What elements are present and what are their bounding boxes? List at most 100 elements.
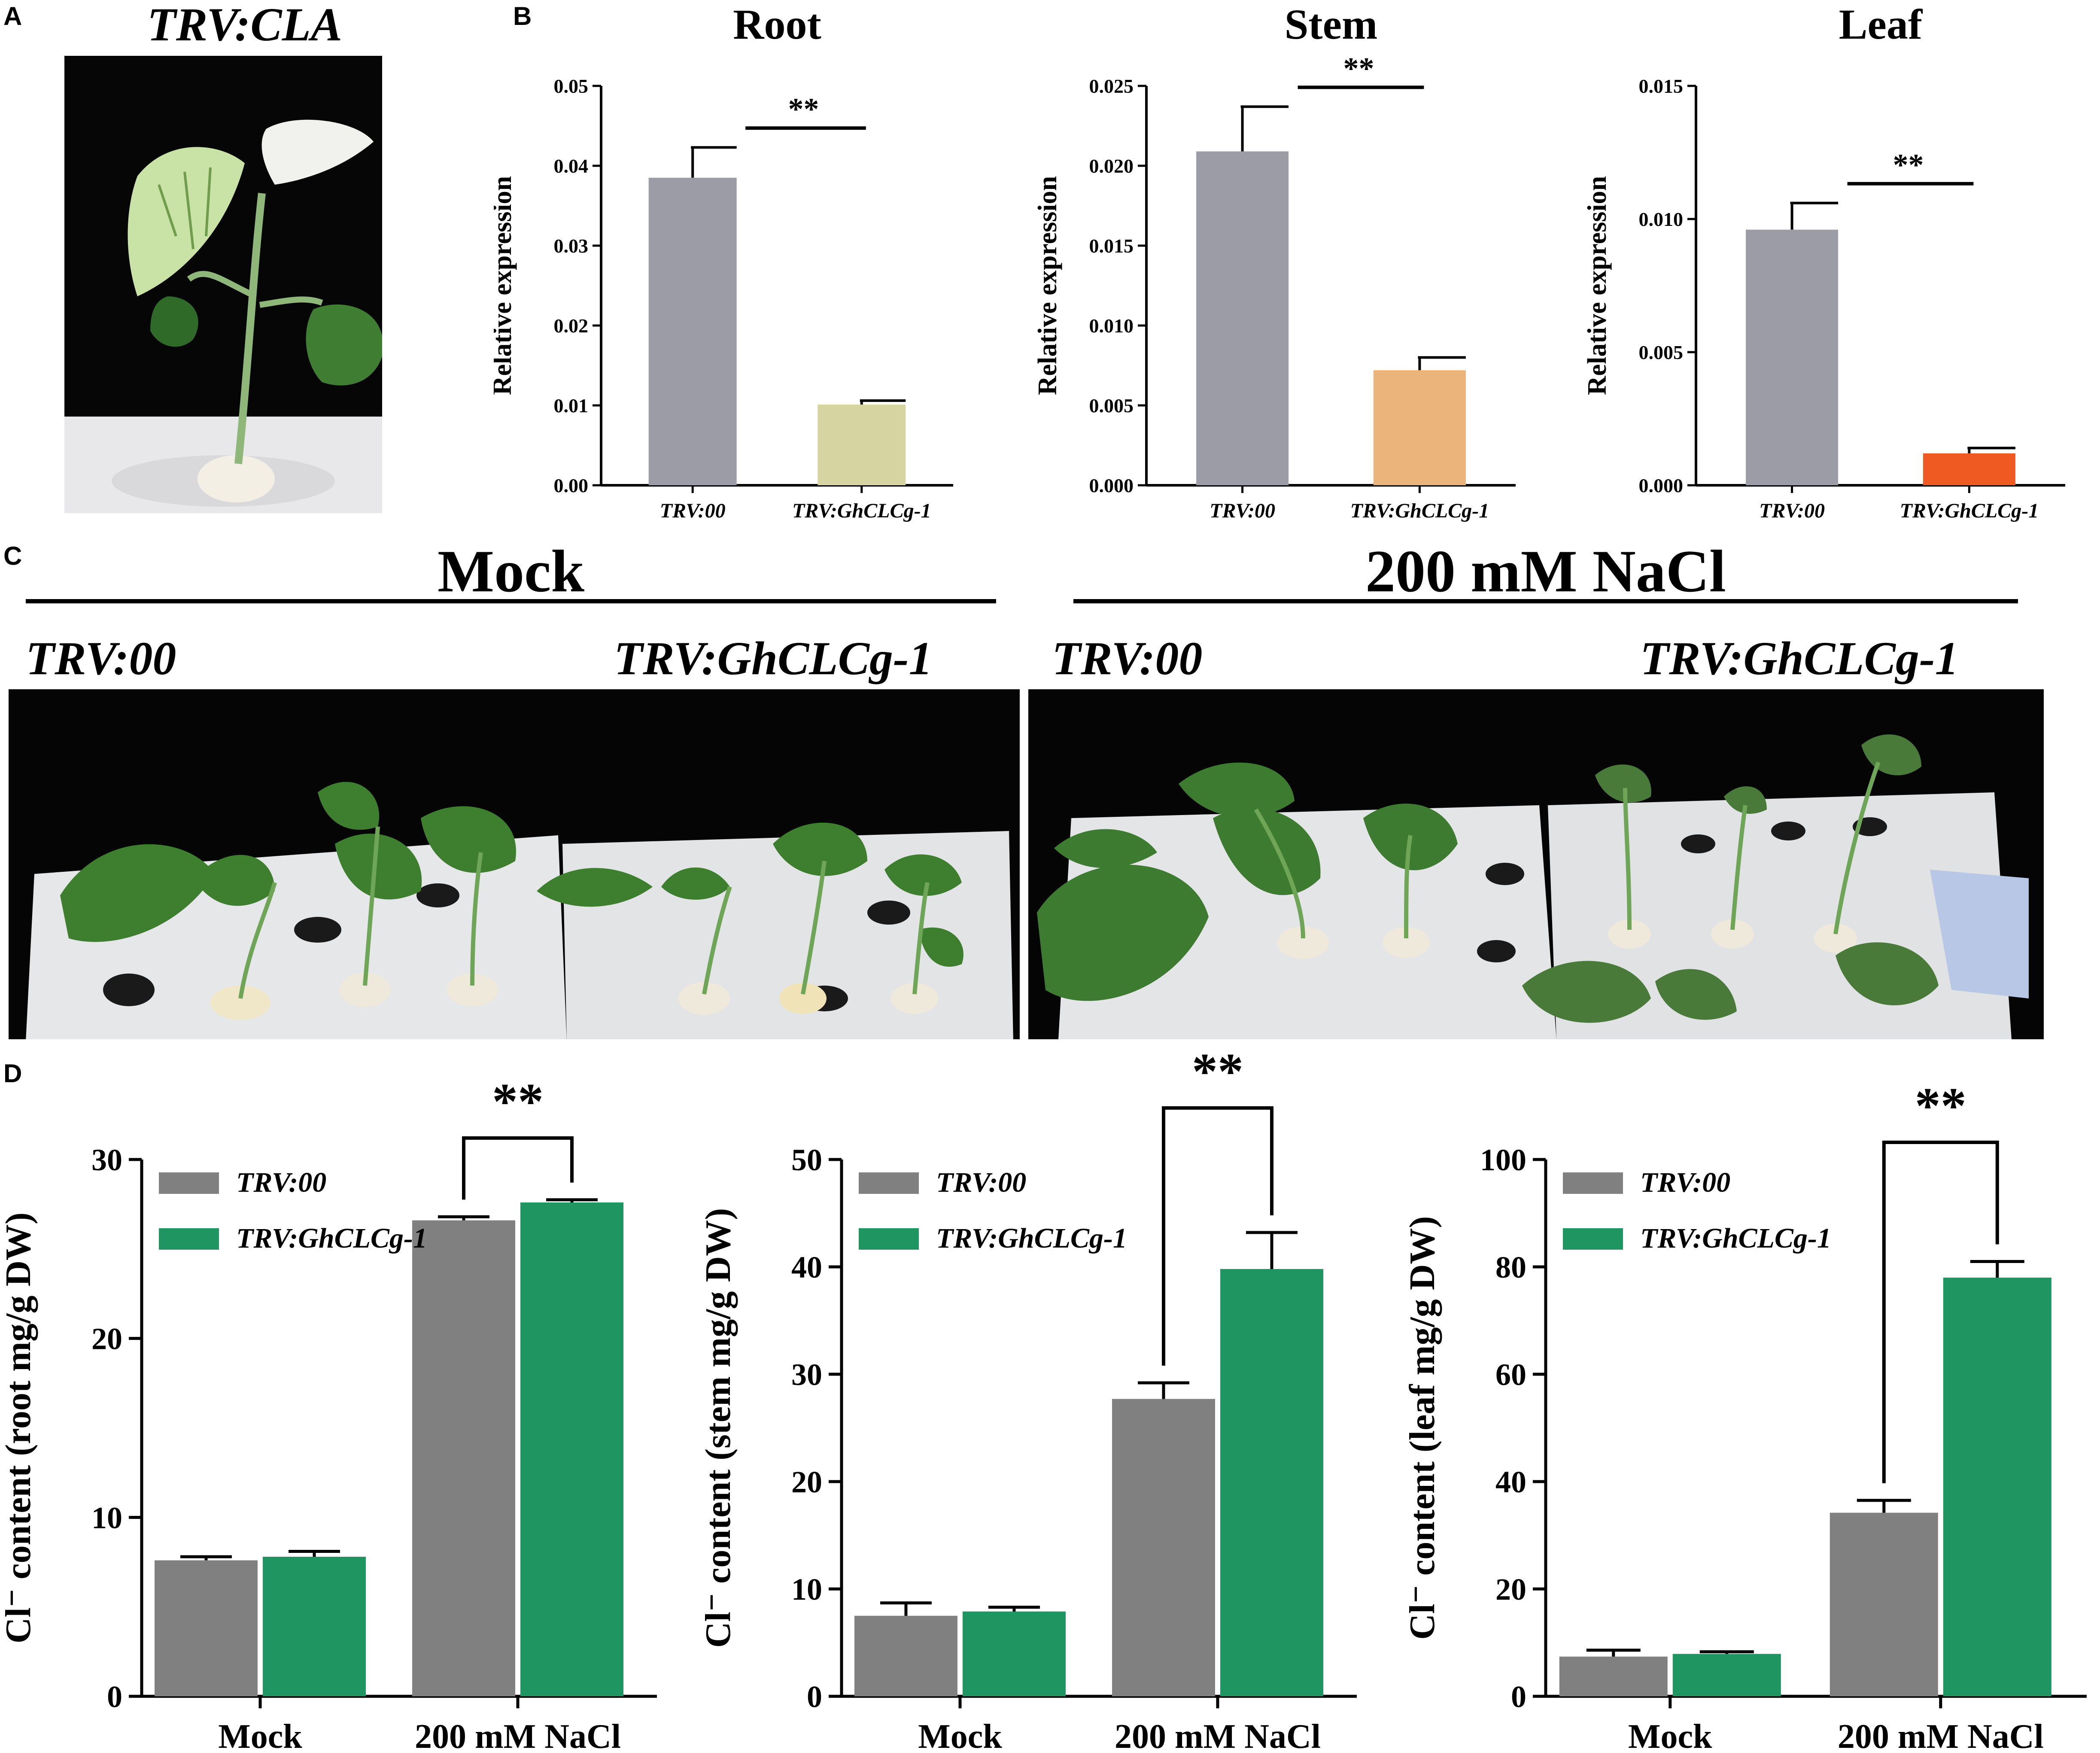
y-tick-label: 0.010 <box>1639 208 1684 230</box>
y-tick-label: 0.025 <box>1089 75 1134 97</box>
y-axis-label: Relative expression <box>1033 176 1062 395</box>
chart-d-root: Cl⁻ content (root mg/g DW) 0 10 20 30 Mock 200… <box>0 1073 657 1753</box>
y-tick-label: 0.015 <box>1089 235 1134 257</box>
legend-label: TRV:GhCLCg-1 <box>236 1223 427 1254</box>
legend-swatch <box>859 1172 919 1194</box>
bar <box>1672 1654 1781 1696</box>
bar <box>1746 229 1839 485</box>
y-tick-label: 60 <box>1495 1357 1526 1392</box>
significance-label: ** <box>1893 148 1924 182</box>
bar <box>648 177 737 485</box>
chart-b-leaf: Leaf Relative expression 0.000 0.005 0.010 0.… <box>1583 0 2065 522</box>
mock-plants-illustration <box>9 689 1020 1039</box>
bar <box>1943 1278 2051 1696</box>
y-tick-label: 0.05 <box>554 75 589 97</box>
y-tick-label: 0 <box>807 1680 822 1714</box>
chart-title: Root <box>733 0 821 48</box>
panel-b-charts: Root Relative expression 0.00 0.01 0.02 0.03 0… <box>494 0 2065 522</box>
y-tick-label: 100 <box>1480 1143 1526 1177</box>
bar <box>818 405 906 485</box>
x-tick-label: TRV:GhCLCg-1 <box>792 499 931 522</box>
significance-label: ** <box>1192 1048 1243 1100</box>
y-tick-label: 0.005 <box>1089 395 1134 417</box>
y-tick-label: 50 <box>791 1143 822 1177</box>
chart-title: Leaf <box>1839 0 1923 48</box>
chart-d-stem: Cl⁻ content (stem mg/g DW) 0 10 20 30 40 50 Moc… <box>698 1048 1357 1753</box>
x-tick-label: TRV:00 <box>660 499 726 522</box>
significance-bracket <box>1882 1141 1999 1483</box>
legend-swatch <box>859 1228 919 1250</box>
photo-label-trv00-mock: TRV:00 <box>26 632 176 685</box>
legend-swatch <box>159 1172 219 1194</box>
legend-label: TRV:GhCLCg-1 <box>936 1223 1127 1254</box>
significance-label: ** <box>1915 1077 1966 1134</box>
chart-b-root: Root Relative expression 0.00 0.01 0.02 0.03 0… <box>494 0 953 522</box>
bar <box>1923 453 2015 485</box>
x-tick-label: 200 mM NaCl <box>415 1718 621 1753</box>
y-tick-label: 0.015 <box>1639 75 1684 97</box>
y-tick-label: 20 <box>1495 1572 1526 1607</box>
bar <box>1112 1399 1215 1696</box>
bar <box>1220 1269 1323 1696</box>
x-tick-label: TRV:GhCLCg-1 <box>1900 499 2039 522</box>
photo-label-ghclcg-mock: TRV:GhCLCg-1 <box>614 632 933 685</box>
chart-title: Stem <box>1285 0 1378 48</box>
legend-label: TRV:00 <box>236 1167 326 1198</box>
group-label-nacl: 200 mM NaCl <box>1365 538 1726 605</box>
y-tick-label: 0 <box>107 1680 122 1714</box>
x-tick-label: 200 mM NaCl <box>1115 1718 1321 1753</box>
photo-label-trv00-nacl: TRV:00 <box>1052 632 1203 685</box>
group-line-nacl <box>1073 599 2018 603</box>
y-tick-label: 0.03 <box>554 235 589 257</box>
panel-letter-c: C <box>3 542 22 570</box>
y-tick-label: 0.000 <box>1639 475 1684 496</box>
x-tick-label: TRV:00 <box>1210 499 1275 522</box>
significance-label: ** <box>788 92 819 126</box>
nacl-plants-illustration <box>1028 689 2044 1039</box>
significance-label: ** <box>1343 51 1374 85</box>
y-tick-label: 40 <box>1495 1465 1526 1499</box>
y-tick-label: 20 <box>91 1322 122 1356</box>
bar <box>155 1560 258 1696</box>
significance-label: ** <box>492 1073 544 1130</box>
bar <box>1373 370 1466 485</box>
legend-swatch <box>159 1228 219 1250</box>
legend-label: TRV:GhCLCg-1 <box>1640 1223 1831 1254</box>
significance-bracket <box>462 1136 574 1200</box>
bar <box>854 1616 957 1696</box>
panel-letter-a: A <box>3 2 22 30</box>
y-tick-label: 0.000 <box>1089 475 1134 496</box>
y-tick-label: 0.005 <box>1639 341 1684 363</box>
panel-a-title: TRV:CLA <box>147 0 343 51</box>
bar <box>1196 151 1289 485</box>
group-label-mock: Mock <box>437 538 585 605</box>
x-tick-label: Mock <box>1628 1718 1712 1753</box>
photo-label-ghclcg-nacl: TRV:GhCLCg-1 <box>1640 632 1959 685</box>
y-tick-label: 0.01 <box>554 395 589 417</box>
x-tick-label: Mock <box>218 1718 302 1753</box>
panel-letter-d: D <box>3 1059 22 1088</box>
y-tick-label: 0.010 <box>1089 315 1134 337</box>
y-axis-label: Cl⁻ content (stem mg/g DW) <box>698 1208 738 1648</box>
x-tick-label: TRV:00 <box>1759 499 1825 522</box>
bar <box>1559 1656 1668 1696</box>
mock-plants-photo <box>9 689 1020 1039</box>
legend-swatch <box>1563 1228 1623 1250</box>
y-tick-label: 80 <box>1495 1250 1526 1284</box>
group-line-mock <box>26 599 996 603</box>
nacl-plants-photo <box>1028 689 2044 1039</box>
bar <box>963 1611 1066 1696</box>
legend-label: TRV:00 <box>1640 1167 1730 1198</box>
y-tick-label: 40 <box>791 1250 822 1284</box>
y-tick-label: 10 <box>91 1500 122 1535</box>
y-tick-label: 10 <box>791 1572 822 1607</box>
x-tick-label: 200 mM NaCl <box>1838 1718 2044 1753</box>
y-axis-label: Cl⁻ content (root mg/g DW) <box>0 1212 38 1643</box>
y-tick-label: 20 <box>791 1465 822 1499</box>
panel-letter-b: B <box>513 2 532 30</box>
chart-b-stem: Stem Relative expression 0.000 0.005 0.010 0.… <box>1033 0 1516 522</box>
x-tick-label: Mock <box>918 1718 1002 1753</box>
bar <box>1830 1513 1938 1696</box>
y-axis-label: Cl⁻ content (leaf mg/g DW) <box>1402 1216 1442 1640</box>
